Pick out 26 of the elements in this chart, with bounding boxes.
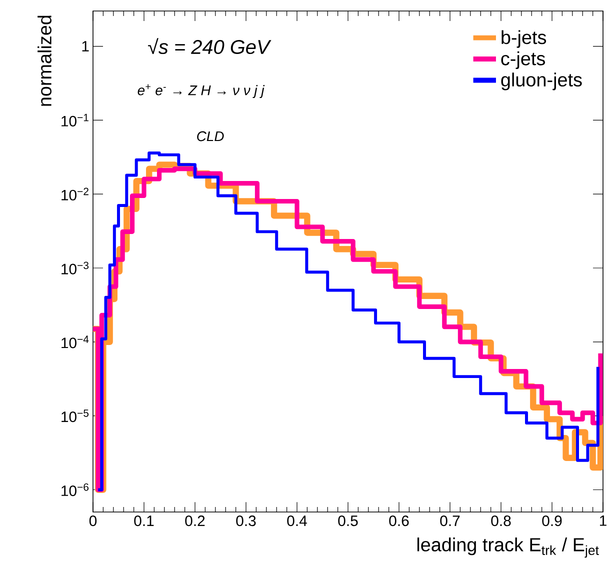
y-tick-label: 10$^{−3}$ <box>62 262 89 274</box>
x-tick-label: 0.7 <box>440 516 460 526</box>
annotation: CLD <box>197 131 224 142</box>
annotation: e$^{+}$ e$^{-}$ → Z H → ν ν j j <box>138 84 265 98</box>
y-tick-label: 10$^{−6}$ <box>62 483 89 496</box>
x-tick-label: 0.3 <box>236 516 256 526</box>
x-tick-label: 0.8 <box>491 516 511 526</box>
x-tick-label: 0.9 <box>542 516 562 526</box>
y-tick-label: 10$^{−5}$ <box>62 410 89 422</box>
legend-label: b-jets <box>502 30 546 48</box>
legend-label: gluon-jets <box>501 72 582 90</box>
x-tick-label: 0.6 <box>389 516 409 526</box>
x-tick-label: 0.1 <box>134 516 154 526</box>
annotation: √s = 240 GeV <box>148 38 272 54</box>
x-tick-label: 0.5 <box>338 516 358 526</box>
y-tick-label: 10$^{−2}$ <box>62 188 88 200</box>
y-tick-label: 10$^{−4}$ <box>62 336 89 348</box>
y-tick-label: 10$^{−1}$ <box>62 114 88 126</box>
x-tick-label: 0.4 <box>287 516 307 526</box>
x-axis-title: leading track E$_{trk}$ / E$_{jet}$ <box>417 538 599 558</box>
legend-label: c-jets <box>501 51 545 70</box>
x-tick-label: 0.2 <box>185 516 205 526</box>
x-tick-label: 0 <box>89 516 97 526</box>
y-axis-title: normalized <box>38 16 52 106</box>
y-tick-label: 1 <box>82 41 89 52</box>
x-tick-label: 1 <box>600 516 606 526</box>
